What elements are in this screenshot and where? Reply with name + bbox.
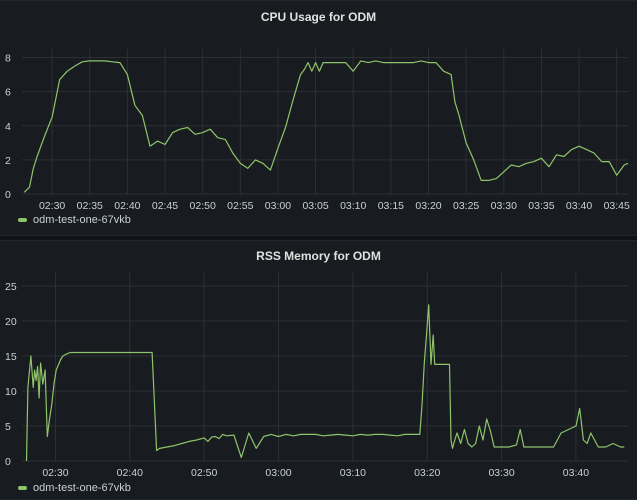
cpu-y-tick-label: 8 (5, 53, 11, 65)
cpu-chart-title: CPU Usage for ODM (260, 10, 377, 24)
cpu-x-tick-label: 03:00 (265, 200, 291, 212)
rss-legend-swatch (18, 486, 27, 490)
rss-memory-chart: 0 5 10 15 20 25 02:30 02:40 02:50 03:00 03:10 03:20… (5, 272, 628, 479)
rss-y-tick-label: 5 (5, 421, 11, 433)
rss-y-tick-label: 0 (5, 456, 11, 468)
cpu-x-tick-label: 03:10 (340, 200, 366, 212)
cpu-legend-label: odm-test-one-67vkb (33, 214, 131, 226)
rss-x-tick-label: 03:00 (265, 467, 291, 479)
cpu-x-tick-label: 02:35 (77, 200, 103, 212)
rss-y-tick-label: 15 (5, 351, 17, 363)
rss-x-tick-label: 03:40 (563, 467, 589, 479)
rss-series-line (25, 304, 625, 462)
rss-x-tick-label: 02:30 (42, 467, 68, 479)
cpu-y-tick-label: 4 (5, 121, 11, 133)
cpu-x-tick-label: 03:25 (453, 200, 479, 212)
rss-x-tick-label: 02:50 (191, 467, 217, 479)
cpu-x-tick-label: 03:35 (528, 200, 554, 212)
cpu-y-tick-label: 0 (5, 189, 11, 201)
cpu-x-tick-label: 03:30 (491, 200, 517, 212)
cpu-x-tick-label: 02:45 (152, 200, 178, 212)
cpu-x-tick-label: 03:45 (604, 200, 630, 212)
rss-x-tick-label: 02:40 (117, 467, 143, 479)
cpu-legend-swatch (18, 218, 27, 222)
cpu-series-line (23, 60, 629, 193)
cpu-legend[interactable]: odm-test-one-67vkb (18, 214, 131, 226)
rss-legend[interactable]: odm-test-one-67vkb (18, 482, 131, 494)
cpu-x-tick-label: 03:40 (566, 200, 592, 212)
rss-x-tick-label: 03:10 (340, 467, 366, 479)
rss-x-tick-label: 03:20 (414, 467, 440, 479)
rss-x-tick-label: 03:30 (488, 467, 514, 479)
rss-memory-panel: RSS Memory for ODM 0 5 10 15 20 25 02:30 02:40 0… (0, 240, 637, 500)
rss-y-tick-label: 10 (5, 386, 17, 398)
cpu-x-tick-label: 02:55 (227, 200, 253, 212)
cpu-x-tick-label: 02:40 (114, 200, 140, 212)
cpu-x-tick-label: 03:20 (415, 200, 441, 212)
cpu-x-tick-label: 02:50 (190, 200, 216, 212)
rss-y-tick-label: 20 (5, 316, 17, 328)
cpu-x-tick-label: 03:15 (378, 200, 404, 212)
cpu-x-tick-label: 02:30 (39, 200, 65, 212)
rss-legend-label: odm-test-one-67vkb (33, 482, 131, 494)
rss-y-tick-label: 25 (5, 281, 17, 293)
cpu-usage-panel: CPU Usage for ODM 0 2 4 6 8 02:30 02:35 02:40 02… (0, 0, 637, 236)
cpu-x-tick-label: 03:05 (302, 200, 328, 212)
cpu-y-tick-label: 6 (5, 87, 11, 99)
rss-chart-title: RSS Memory for ODM (256, 249, 381, 263)
cpu-usage-chart: 0 2 4 6 8 02:30 02:35 02:40 02:45 02:50 02:55 03:00… (5, 49, 630, 212)
cpu-y-tick-label: 2 (5, 155, 11, 167)
